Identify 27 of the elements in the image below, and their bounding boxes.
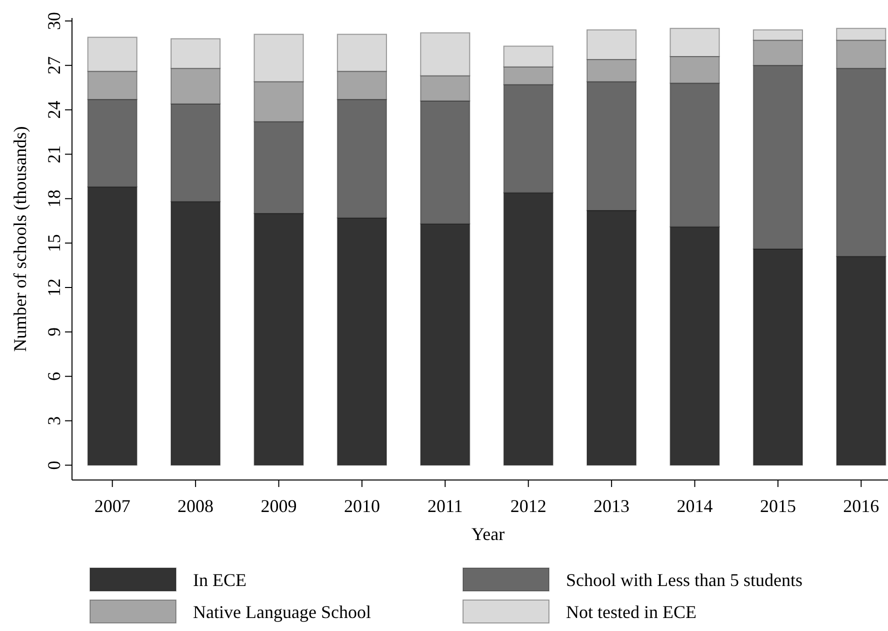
y-tick-label: 12	[44, 278, 64, 296]
x-axis-title: Year	[471, 524, 505, 544]
y-tick-label: 21	[44, 145, 64, 164]
x-tick-label: 2013	[594, 496, 630, 516]
y-tick-label: 3	[44, 416, 64, 426]
x-tick-label: 2016	[843, 496, 880, 516]
y-tick-label: 27	[44, 56, 64, 74]
y-tick-label: 9	[44, 327, 64, 336]
y-tick-label: 18	[44, 190, 64, 208]
y-tick-label: 24	[44, 100, 64, 119]
legend-label: Not tested in ECE	[566, 602, 696, 622]
legend-label: In ECE	[193, 570, 246, 590]
x-tick-label: 2007	[94, 496, 130, 516]
x-tick-label: 2012	[510, 496, 546, 516]
y-tick-label: 30	[44, 12, 64, 30]
x-tick-label: 2008	[178, 496, 214, 516]
legend-label: School with Less than 5 students	[566, 570, 802, 590]
legend-label: Native Language School	[193, 602, 371, 622]
y-tick-label: 0	[44, 460, 64, 470]
x-tick-label: 2010	[344, 496, 380, 516]
y-tick-label: 6	[44, 372, 64, 381]
x-tick-label: 2015	[760, 496, 796, 516]
x-tick-label: 2014	[676, 496, 713, 516]
x-tick-label: 2009	[260, 496, 297, 516]
x-tick-label: 2011	[427, 496, 463, 516]
y-axis-title: Number of schools (thousands)	[10, 126, 30, 352]
y-tick-label: 15	[44, 234, 64, 252]
